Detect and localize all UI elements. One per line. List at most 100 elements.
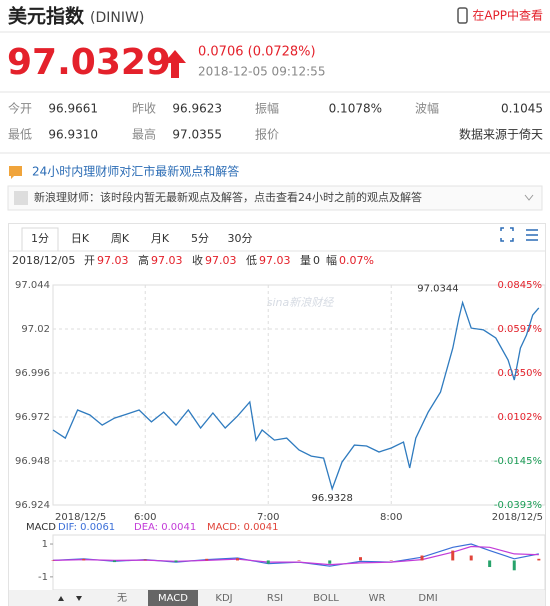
indicator-tabs: 无 MACD KDJ RSI BOLL WR DMI — [9, 590, 545, 606]
macd-bar — [297, 560, 301, 561]
news-box — [7, 185, 543, 211]
x-tick-label: 2018/12/5 — [55, 512, 106, 523]
news-title[interactable]: 24小时内理财师对汇市最新观点和解答 — [32, 164, 239, 179]
macd-bar — [537, 558, 541, 561]
stat-label: 振幅 — [255, 101, 279, 116]
y2-tick-label: 0.0350% — [498, 368, 543, 379]
info-value: 0 — [313, 254, 320, 267]
info-value: 97.03 — [205, 254, 237, 267]
avatar — [14, 191, 28, 205]
indicator-tab[interactable]: MACD — [158, 593, 188, 604]
y2-tick-label: 0.0845% — [498, 280, 543, 291]
info-label: 幅 — [326, 254, 337, 267]
y-tick-label: 96.948 — [15, 456, 50, 467]
period-tab[interactable]: 周K — [111, 232, 130, 245]
y-tick-label: -1 — [38, 572, 48, 583]
indicator-tab[interactable]: KDJ — [215, 593, 232, 604]
low-label: 96.9328 — [312, 493, 353, 504]
macd-chart: 1 -1 MACD DIF: 0.0061 DEA: 0.0041 MACD: 0.004… — [26, 522, 546, 591]
indicator-tab[interactable]: WR — [369, 593, 386, 604]
indicator-tab[interactable]: 无 — [117, 593, 127, 604]
stat-value: 96.9310 — [48, 128, 98, 142]
legend-entry: DEA: 0.0041 — [134, 522, 196, 533]
macd-bar — [420, 555, 424, 561]
watermark: sina新浪财经 — [267, 296, 334, 309]
legend-entry: MACD: 0.0041 — [207, 522, 279, 533]
y-tick-label: 97.02 — [21, 324, 50, 335]
x-tick-label: 2018/12/5 — [492, 512, 543, 523]
macd-bar — [113, 560, 116, 563]
period-tab[interactable]: 30分 — [228, 232, 253, 245]
stat-label: 今开 — [8, 101, 32, 116]
y-tick-label: 97.044 — [15, 280, 50, 291]
period-tab[interactable]: 月K — [151, 232, 170, 245]
y2-tick-label: -0.0145% — [494, 456, 542, 467]
macd-bar — [143, 559, 147, 561]
stat-value: 0.1078% — [329, 102, 382, 116]
indicator-tab[interactable]: DMI — [418, 593, 437, 604]
indicator-tab[interactable]: BOLL — [313, 593, 339, 604]
y2-tick-label: 0.0102% — [498, 412, 543, 423]
macd-bar — [512, 560, 516, 571]
x-tick-label: 8:00 — [380, 512, 402, 523]
macd-line — [52, 545, 539, 566]
stat-label: 昨收 — [132, 102, 156, 116]
y-tick-label: 1 — [42, 539, 48, 550]
menu-icon[interactable] — [526, 229, 538, 241]
tab-selected — [148, 590, 198, 606]
stat-value: 97.0355 — [172, 128, 222, 142]
chevron — [524, 194, 534, 201]
macd-line — [52, 543, 539, 567]
up-arrow — [164, 50, 186, 78]
period-tab[interactable]: 1分 — [31, 232, 49, 245]
period-tab[interactable]: 日K — [71, 232, 90, 245]
stat-label: 最高 — [132, 127, 156, 142]
news-icon — [9, 166, 22, 179]
macd-bar — [328, 560, 332, 564]
stat-label: 最低 — [8, 128, 32, 142]
info-value: 97.03 — [259, 254, 291, 267]
price: 97.0329 — [7, 42, 171, 83]
info-label: 低 — [246, 254, 257, 267]
macd-bar — [82, 558, 86, 561]
news-item[interactable]: 新浪理财师：该时段内暂无最新观点及解答，点击查看24小时之前的观点及解答 — [34, 190, 422, 204]
y-tick-label: 96.972 — [15, 412, 50, 423]
info-label: 开 — [84, 254, 95, 267]
title: 美元指数 — [8, 5, 85, 28]
x-tick-label: 7:00 — [257, 512, 279, 523]
info-label: 量 — [300, 254, 311, 267]
macd-bar — [451, 550, 455, 561]
info-value: 97.03 — [97, 254, 129, 267]
macd-bar — [488, 560, 492, 568]
stat-value: 96.9661 — [48, 102, 98, 116]
macd-bar — [205, 558, 209, 561]
y-tick-label: 96.924 — [15, 500, 50, 511]
indicator-tab[interactable]: RSI — [267, 593, 283, 604]
y2-tick-label: 0.0597% — [498, 324, 543, 335]
tab-bar — [9, 590, 545, 606]
phone-icon — [457, 7, 468, 24]
change: 0.0706 (0.0728%) — [198, 45, 316, 60]
period-tab[interactable]: 5分 — [191, 232, 209, 245]
quote-time: 2018-12-05 09:12:55 — [198, 65, 325, 79]
legend-entry: DIF: 0.0061 — [58, 522, 115, 533]
macd-bar — [389, 560, 393, 561]
plot-frame — [52, 284, 546, 506]
info-value: 0.07% — [339, 254, 374, 267]
stat-value: 96.9623 — [172, 102, 222, 116]
stats: 今开 96.9661 昨收 96.9623 振幅 0.1078% 波幅 0.1045 最低 96.… — [8, 101, 543, 142]
info-bar: 2018/12/05 开 97.03 高 97.03 收 97.03 低 97.03 量 0 幅 0.0… — [12, 253, 374, 267]
code: (DINIW) — [90, 10, 144, 26]
info-date: 2018/12/05 — [12, 254, 75, 267]
stat-label: 报价 — [255, 127, 279, 142]
y-tick-label: 96.996 — [15, 368, 50, 379]
y2-tick-label: -0.0393% — [494, 500, 542, 511]
stat-label: 波幅 — [415, 101, 439, 116]
app-link[interactable]: 在APP中查看 — [472, 8, 543, 23]
macd-bar — [174, 560, 178, 563]
scroll-arrows[interactable] — [58, 596, 82, 601]
period-tabs: 1分 日K 周K 月K 5分 30分 — [21, 227, 253, 252]
fullscreen-icon[interactable] — [500, 227, 514, 242]
